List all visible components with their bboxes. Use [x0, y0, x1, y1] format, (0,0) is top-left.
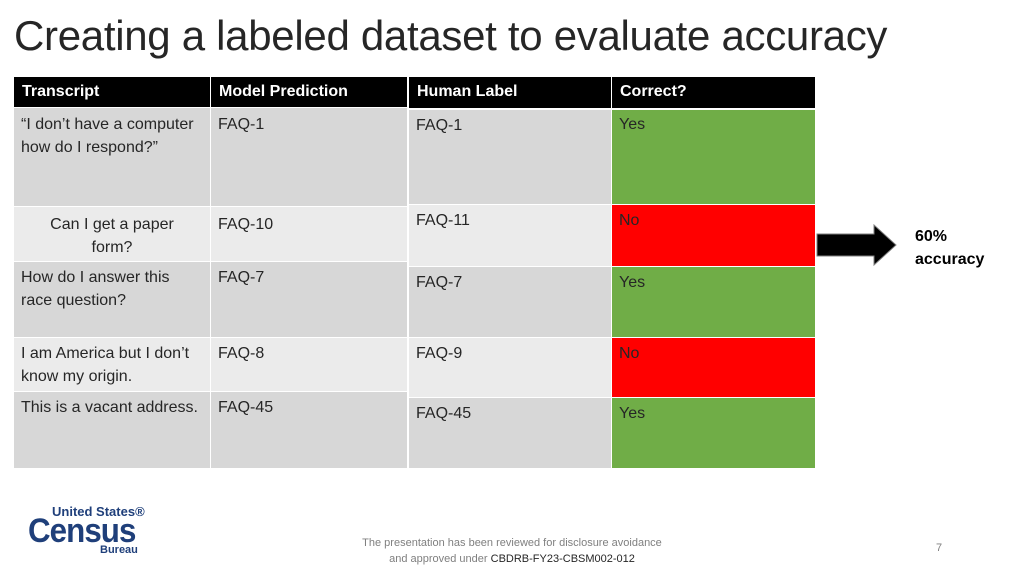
transcript-cell: “I don’t have a computer how do I respon…: [14, 108, 210, 206]
prediction-cell: FAQ-8: [211, 338, 407, 391]
transcript-cell: This is a vacant address.: [14, 392, 210, 468]
correct-cell: Yes: [612, 110, 815, 204]
correct-cell: Yes: [612, 267, 815, 337]
human-label-cell: FAQ-7: [409, 267, 611, 337]
disclosure-footer: The presentation has been reviewed for d…: [340, 535, 684, 567]
right-arrow-icon: [816, 224, 897, 266]
accuracy-label: accuracy: [915, 251, 985, 268]
prediction-cell: FAQ-7: [211, 262, 407, 337]
transcript-cell: How do I answer this race question?: [14, 262, 210, 337]
accuracy-value: 60%: [915, 228, 948, 245]
slide-title: Creating a labeled dataset to evaluate a…: [14, 12, 888, 59]
logo-top-text: United States®: [52, 504, 145, 519]
footer-approval-code: CBDRB-FY23-CBSM002-012: [490, 553, 635, 565]
correct-cell: No: [612, 338, 815, 397]
header-model-prediction: Model Prediction: [211, 77, 407, 107]
logo-main-text: Census: [28, 512, 136, 550]
correct-cell: Yes: [612, 398, 815, 468]
logo-bottom-text: Bureau: [100, 544, 138, 556]
footer-line-2-prefix: and approved under: [389, 553, 491, 565]
human-label-cell: FAQ-9: [409, 338, 611, 397]
human-label-cell: FAQ-11: [409, 205, 611, 266]
footer-line-1: The presentation has been reviewed for d…: [362, 537, 662, 549]
page-number: 7: [936, 542, 943, 554]
header-human-label: Human Label: [409, 77, 611, 108]
correct-cell: No: [612, 205, 815, 266]
transcript-cell: Can I get a paper form?: [14, 207, 210, 261]
prediction-cell: FAQ-10: [211, 207, 407, 261]
footer-line-2: and approved under CBDRB-FY23-CBSM002-01…: [340, 551, 684, 567]
transcript-cell: I am America but I don’t know my origin.: [14, 338, 210, 391]
human-label-cell: FAQ-1: [409, 110, 611, 204]
header-correct: Correct?: [612, 77, 815, 108]
accuracy-callout: 60% accuracy: [915, 225, 984, 271]
census-bureau-logo: United States® Census Bureau: [14, 504, 145, 558]
prediction-cell: FAQ-45: [211, 392, 407, 468]
header-transcript: Transcript: [14, 77, 210, 107]
human-label-cell: FAQ-45: [409, 398, 611, 468]
prediction-cell: FAQ-1: [211, 108, 407, 206]
